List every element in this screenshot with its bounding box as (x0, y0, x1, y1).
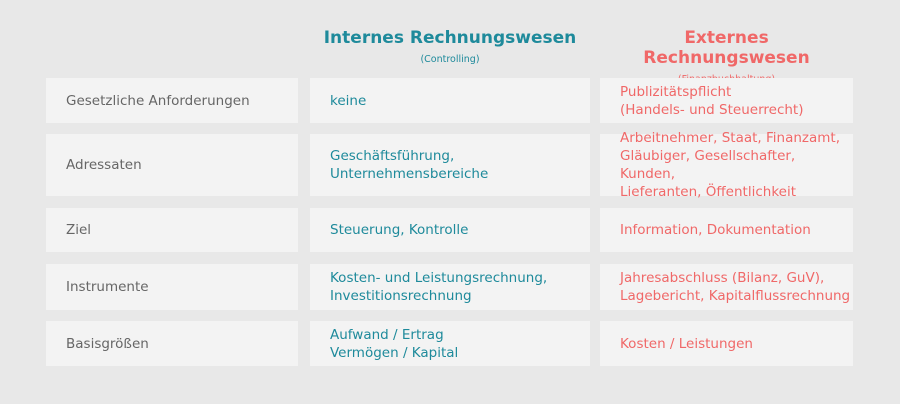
internal-cell-text: keine (330, 92, 367, 109)
internal-cell-text: Geschäftsführung, Unternehmensbereiche (330, 148, 489, 182)
header-external-title: Externes Rechnungswesen (643, 28, 810, 68)
row-label: Instrumente (46, 264, 298, 310)
row-label-text: Instrumente (66, 279, 149, 295)
header-internal: Internes Rechnungswesen (Controlling) (310, 28, 590, 65)
external-cell: Publizitätspflicht (Handels- und Steuerr… (600, 78, 853, 123)
internal-cell: keine (310, 78, 590, 123)
internal-cell: Aufwand / Ertrag Vermögen / Kapital (310, 321, 590, 366)
internal-cell: Kosten- und Leistungsrechnung, Investiti… (310, 264, 590, 310)
internal-cell-text: Kosten- und Leistungsrechnung, Investiti… (330, 270, 548, 304)
internal-cell-text: Aufwand / Ertrag Vermögen / Kapital (330, 326, 459, 361)
internal-cell-text: Steuerung, Kontrolle (330, 222, 469, 238)
row-label-text: Basisgrößen (66, 335, 149, 352)
header-internal-subtitle: (Controlling) (420, 54, 480, 65)
row-label: Adressaten (46, 134, 298, 196)
row-label-text: Gesetzliche Anforderungen (66, 92, 250, 109)
external-cell: Information, Dokumentation (600, 208, 853, 252)
row-label-text: Adressaten (66, 157, 142, 173)
external-cell-text: Information, Dokumentation (620, 222, 811, 238)
external-cell-text: Publizitätspflicht (Handels- und Steuerr… (620, 83, 804, 118)
external-cell-text: Kosten / Leistungen (620, 335, 753, 352)
row-label: Ziel (46, 208, 298, 252)
external-cell: Kosten / Leistungen (600, 321, 853, 366)
external-cell-text: Arbeitnehmer, Staat, Finanzamt, Gläubige… (620, 130, 841, 200)
external-cell: Jahresabschluss (Bilanz, GuV), Lageberic… (600, 264, 853, 310)
row-label: Basisgrößen (46, 321, 298, 366)
external-cell-text: Jahresabschluss (Bilanz, GuV), Lageberic… (620, 270, 851, 304)
header-internal-title: Internes Rechnungswesen (323, 28, 577, 48)
header-external: Externes Rechnungswesen (Finanzbuchhaltu… (600, 28, 853, 85)
internal-cell: Geschäftsführung, Unternehmensbereiche (310, 134, 590, 196)
row-label-text: Ziel (66, 222, 92, 238)
row-label: Gesetzliche Anforderungen (46, 78, 298, 123)
external-cell: Arbeitnehmer, Staat, Finanzamt, Gläubige… (600, 130, 853, 200)
internal-cell: Steuerung, Kontrolle (310, 208, 590, 252)
